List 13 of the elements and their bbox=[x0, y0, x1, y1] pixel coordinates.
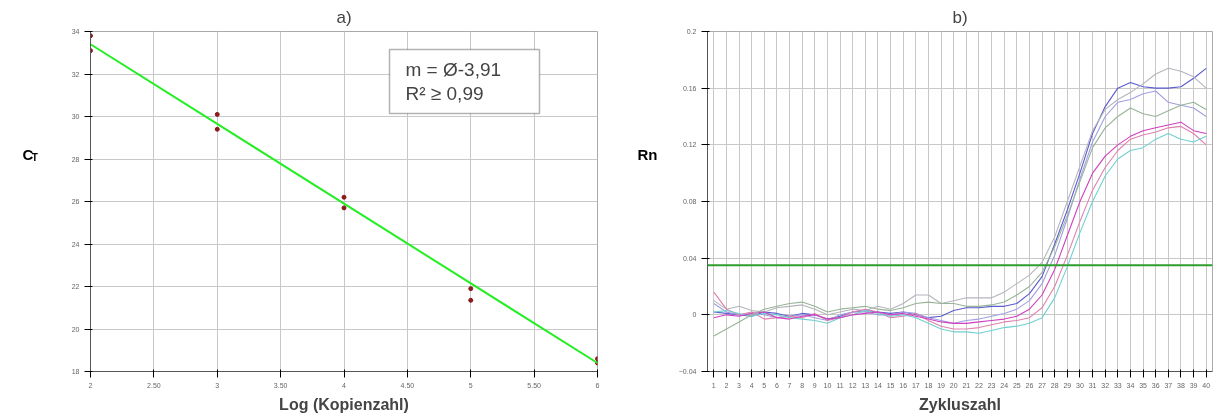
point bbox=[214, 126, 220, 132]
point bbox=[468, 286, 474, 292]
point bbox=[341, 194, 347, 200]
point bbox=[214, 111, 220, 117]
y-axis-title: Rn bbox=[637, 145, 658, 163]
annotation: R² ≥ 0,99 bbox=[405, 83, 484, 104]
chart-title: b) bbox=[952, 7, 968, 27]
point bbox=[468, 297, 474, 303]
chart-title: a) bbox=[336, 7, 352, 27]
point bbox=[341, 205, 347, 211]
x-axis-title: Zykluszahl bbox=[919, 395, 1001, 413]
x-axis-title: Log (Kopienzahl) bbox=[279, 395, 409, 413]
annotation: m = Ø-3,91 bbox=[405, 59, 502, 80]
